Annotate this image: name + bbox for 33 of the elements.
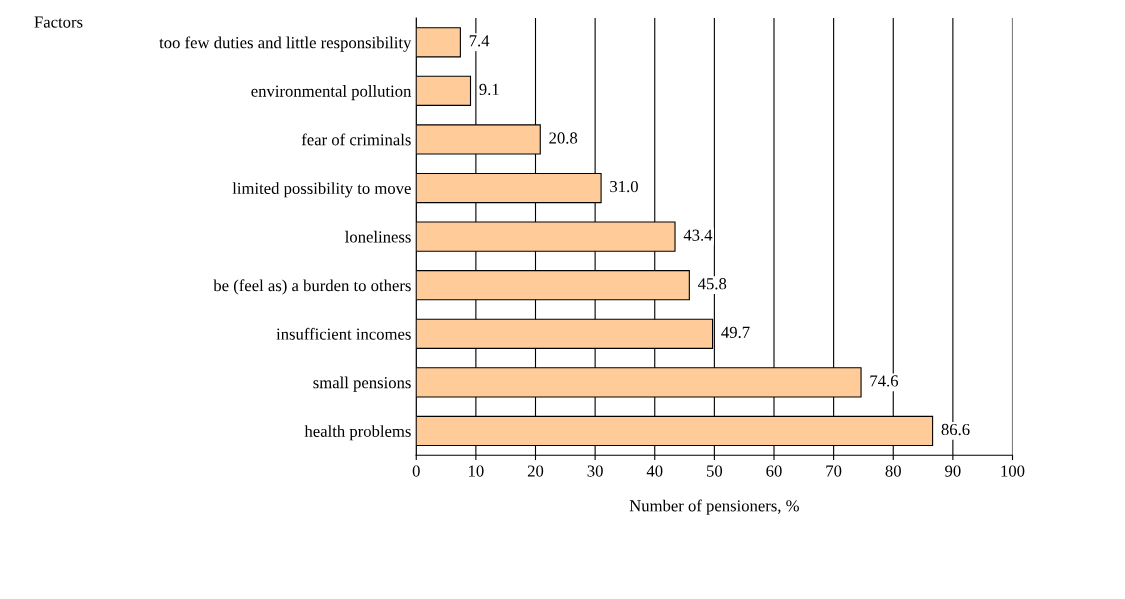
y-tick-label: loneliness bbox=[345, 230, 411, 243]
data-label: 43.4 bbox=[683, 229, 713, 241]
x-axis-title: Number of pensioners, % bbox=[629, 499, 799, 515]
data-label: 49.7 bbox=[721, 326, 750, 339]
x-tick-label: 80 bbox=[885, 465, 901, 477]
x-tick-label: 50 bbox=[707, 465, 723, 477]
data-label: 86.6 bbox=[941, 423, 970, 436]
y-tick-label: be (feel as) a burden to others bbox=[213, 279, 411, 295]
y-tick-label: health problems bbox=[304, 425, 411, 441]
data-label: 20.8 bbox=[549, 132, 578, 144]
y-axis-title: Factors bbox=[34, 16, 83, 28]
x-tick-label: 20 bbox=[527, 465, 544, 477]
y-tick-label: environmental pollution bbox=[251, 85, 412, 101]
x-tick-label: 30 bbox=[587, 465, 603, 477]
x-tick-label: 90 bbox=[945, 465, 961, 477]
bar bbox=[416, 75, 472, 106]
data-label: 9.1 bbox=[479, 83, 499, 96]
data-label: 45.8 bbox=[697, 278, 727, 290]
data-label: 31.0 bbox=[610, 180, 638, 193]
y-tick-label: insufficient incomes bbox=[276, 327, 411, 340]
y-tick-label: small pensions bbox=[313, 376, 411, 392]
bar bbox=[416, 27, 461, 58]
y-tick-label: fear of criminals bbox=[301, 133, 411, 146]
x-tick-label: 70 bbox=[826, 465, 842, 477]
x-tick-label: 40 bbox=[646, 465, 663, 477]
x-tick-label: 100 bbox=[1001, 465, 1025, 477]
x-tick-label: 60 bbox=[766, 465, 782, 477]
data-label: 74.6 bbox=[870, 375, 899, 387]
x-tick-label: 0 bbox=[412, 465, 420, 477]
data-label: 7.4 bbox=[469, 35, 490, 47]
x-tick-label: 10 bbox=[469, 465, 484, 477]
y-tick-label: limited possibility to move bbox=[232, 182, 411, 198]
y-tick-label: too few duties and little responsibility bbox=[159, 36, 412, 52]
